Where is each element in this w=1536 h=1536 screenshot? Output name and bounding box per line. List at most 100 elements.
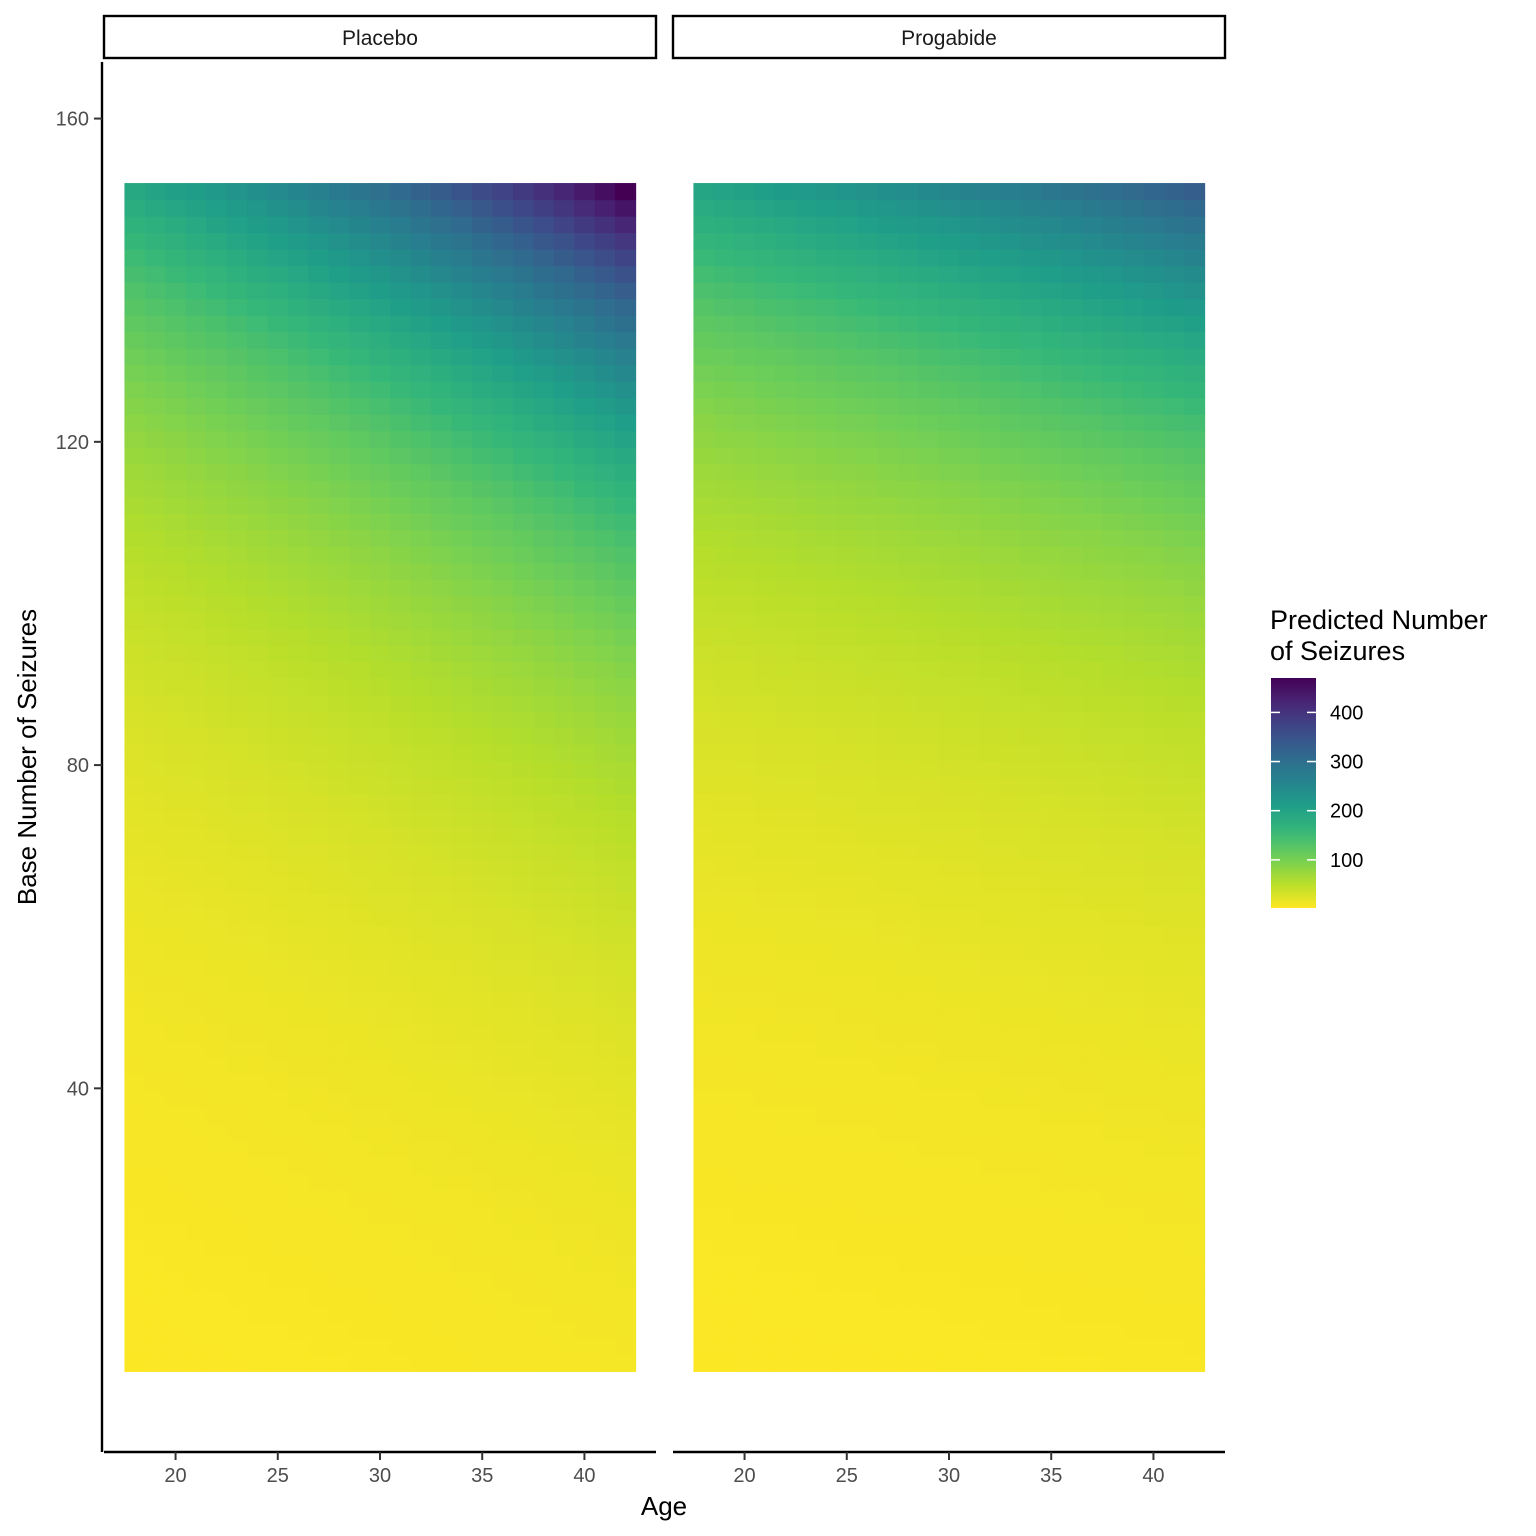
heatmap-cell bbox=[938, 991, 960, 1009]
heatmap-cell bbox=[1163, 760, 1185, 778]
heatmap-cell bbox=[533, 414, 555, 432]
heatmap-cell bbox=[775, 892, 797, 910]
heatmap-cell bbox=[795, 1156, 817, 1174]
heatmap-cell bbox=[754, 727, 776, 745]
heatmap-cell bbox=[390, 1090, 412, 1108]
heatmap-cell bbox=[267, 331, 289, 349]
heatmap-cell bbox=[185, 859, 207, 877]
heatmap-cell bbox=[247, 1272, 269, 1290]
heatmap-cell bbox=[1041, 1074, 1063, 1092]
heatmap-cell bbox=[410, 463, 432, 481]
heatmap-cell bbox=[553, 249, 575, 267]
heatmap-cell bbox=[369, 711, 391, 729]
heatmap-cell bbox=[226, 1156, 248, 1174]
heatmap-cell bbox=[451, 1156, 473, 1174]
heatmap-cell bbox=[1061, 1222, 1083, 1240]
heatmap-cell bbox=[857, 1090, 879, 1108]
heatmap-cell bbox=[512, 1222, 534, 1240]
heatmap-cell bbox=[1143, 1305, 1165, 1323]
heatmap-cell bbox=[512, 694, 534, 712]
x-tick-label: 35 bbox=[471, 1465, 493, 1487]
heatmap-cell bbox=[512, 1140, 534, 1158]
heatmap-cell bbox=[1102, 1090, 1124, 1108]
heatmap-cell bbox=[124, 810, 146, 828]
heatmap-cell bbox=[1061, 546, 1083, 564]
heatmap-cell bbox=[877, 975, 899, 993]
heatmap-cell bbox=[1061, 612, 1083, 630]
heatmap-cell bbox=[979, 480, 1001, 498]
heatmap-cell bbox=[1020, 1239, 1042, 1257]
heatmap-cell bbox=[492, 414, 514, 432]
heatmap-cell bbox=[754, 513, 776, 531]
heatmap-cell bbox=[472, 859, 494, 877]
heatmap-cell bbox=[857, 1305, 879, 1323]
heatmap-cell bbox=[1184, 661, 1206, 679]
heatmap-cell bbox=[328, 1189, 350, 1207]
heatmap-cell bbox=[959, 397, 981, 415]
heatmap-cell bbox=[472, 1090, 494, 1108]
x-tick-label: 25 bbox=[267, 1465, 289, 1487]
heatmap-cell bbox=[451, 942, 473, 960]
heatmap-cell bbox=[1163, 397, 1185, 415]
heatmap-cell bbox=[185, 1189, 207, 1207]
heatmap-cell bbox=[1061, 826, 1083, 844]
heatmap-cell bbox=[1041, 711, 1063, 729]
heatmap-cell bbox=[918, 1107, 940, 1125]
heatmap-cell bbox=[349, 199, 371, 217]
heatmap-cell bbox=[308, 232, 330, 250]
heatmap-cell bbox=[754, 529, 776, 547]
heatmap-cell bbox=[918, 496, 940, 514]
heatmap-cell bbox=[857, 1222, 879, 1240]
heatmap-cell bbox=[594, 645, 616, 663]
heatmap-cell bbox=[877, 199, 899, 217]
heatmap-cell bbox=[451, 232, 473, 250]
heatmap-cell bbox=[897, 958, 919, 976]
heatmap-cell bbox=[328, 315, 350, 333]
heatmap-cell bbox=[410, 595, 432, 613]
heatmap-cell bbox=[877, 661, 899, 679]
heatmap-cell bbox=[124, 480, 146, 498]
heatmap-cell bbox=[693, 892, 715, 910]
heatmap-cell bbox=[1122, 1321, 1144, 1339]
heatmap-cell bbox=[1061, 232, 1083, 250]
heatmap-cell bbox=[897, 678, 919, 696]
heatmap-cell bbox=[369, 892, 391, 910]
heatmap-cell bbox=[124, 331, 146, 349]
heatmap-cell bbox=[574, 1090, 596, 1108]
heatmap-cell bbox=[754, 645, 776, 663]
heatmap-cell bbox=[615, 876, 637, 894]
heatmap-cell bbox=[734, 183, 756, 201]
heatmap-cell bbox=[1000, 447, 1022, 465]
heatmap-cell bbox=[713, 1288, 735, 1306]
heatmap-cell bbox=[124, 892, 146, 910]
heatmap-cell bbox=[390, 397, 412, 415]
heatmap-cell bbox=[226, 628, 248, 646]
heatmap-cell bbox=[410, 925, 432, 943]
heatmap-cell bbox=[247, 1140, 269, 1158]
heatmap-cell bbox=[816, 843, 838, 861]
heatmap-cell bbox=[1102, 628, 1124, 646]
heatmap-cell bbox=[734, 777, 756, 795]
heatmap-cell bbox=[979, 199, 1001, 217]
heatmap-cell bbox=[979, 727, 1001, 745]
heatmap-cell bbox=[693, 991, 715, 1009]
heatmap-cell bbox=[308, 298, 330, 316]
heatmap-cell bbox=[959, 1057, 981, 1075]
heatmap-cell bbox=[1143, 315, 1165, 333]
heatmap-cell bbox=[795, 628, 817, 646]
heatmap-cell bbox=[1122, 744, 1144, 762]
heatmap-cell bbox=[124, 298, 146, 316]
heatmap-cell bbox=[615, 958, 637, 976]
heatmap-cell bbox=[390, 1272, 412, 1290]
heatmap-cell bbox=[431, 1041, 453, 1059]
heatmap-cell bbox=[1143, 760, 1165, 778]
heatmap-cell bbox=[431, 397, 453, 415]
heatmap-cell bbox=[451, 628, 473, 646]
heatmap-cell bbox=[734, 1272, 756, 1290]
heatmap-cell bbox=[144, 1074, 166, 1092]
heatmap-cell bbox=[775, 1008, 797, 1026]
heatmap-cell bbox=[328, 183, 350, 201]
heatmap-cell bbox=[553, 661, 575, 679]
heatmap-cell bbox=[144, 282, 166, 300]
heatmap-cell bbox=[1000, 249, 1022, 267]
